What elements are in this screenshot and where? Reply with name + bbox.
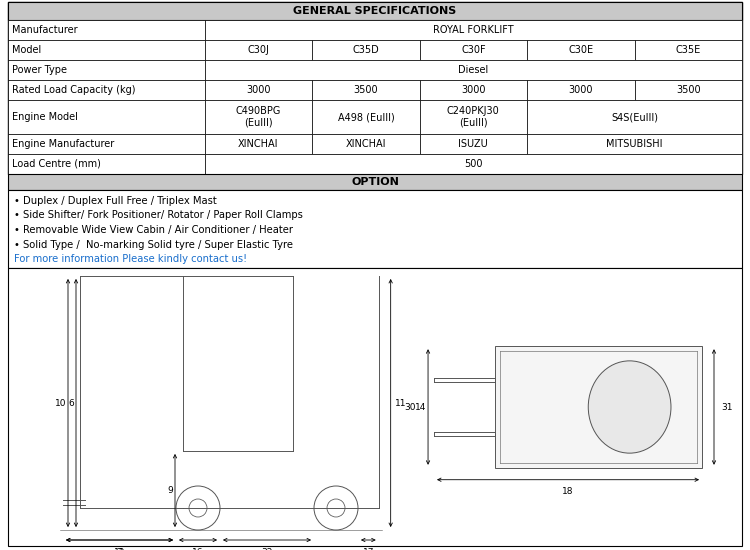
Bar (205, 40, 312, 60)
Text: Power Type: Power Type (12, 65, 67, 75)
Text: XINCHAI: XINCHAI (238, 139, 279, 149)
Bar (205, 134, 312, 154)
Text: 18: 18 (562, 487, 574, 496)
Bar (527, 100, 742, 134)
Text: For more information Please kindly contact us!: For more information Please kindly conta… (14, 254, 248, 264)
Text: A498 (EuIII): A498 (EuIII) (338, 112, 394, 122)
Text: 17: 17 (362, 548, 374, 550)
Bar (527, 134, 742, 154)
Bar (527, 80, 634, 100)
Text: 3500: 3500 (676, 85, 700, 95)
Bar (312, 80, 420, 100)
Text: 7: 7 (117, 548, 122, 550)
Text: • Side Shifter/ Fork Positioner/ Rotator / Paper Roll Clamps: • Side Shifter/ Fork Positioner/ Rotator… (14, 211, 303, 221)
Text: C30J: C30J (248, 45, 269, 55)
Text: 3000: 3000 (246, 85, 271, 95)
Bar (495, 346, 702, 468)
Text: S4S(EuIII): S4S(EuIII) (611, 112, 658, 122)
Text: Load Centre (mm): Load Centre (mm) (12, 159, 100, 169)
Text: Rated Load Capacity (kg): Rated Load Capacity (kg) (12, 85, 136, 95)
Text: 10: 10 (55, 399, 66, 408)
Text: 9: 9 (167, 486, 173, 495)
Bar (205, 80, 312, 100)
Text: Engine Model: Engine Model (12, 112, 78, 122)
Text: Manufacturer: Manufacturer (12, 25, 78, 35)
Bar (634, 40, 742, 60)
Bar (8, 20, 205, 40)
Bar (527, 40, 634, 60)
Text: ROYAL FORKLIFT: ROYAL FORKLIFT (433, 25, 514, 35)
Text: 6: 6 (68, 399, 74, 408)
Text: Diesel: Diesel (458, 65, 488, 75)
Bar (8, 174, 742, 190)
Bar (205, 100, 312, 134)
Text: • Duplex / Duplex Full Free / Triplex Mast: • Duplex / Duplex Full Free / Triplex Ma… (14, 196, 217, 206)
Bar (312, 40, 420, 60)
Text: C490BPG
(EuIII): C490BPG (EuIII) (236, 106, 281, 128)
Bar (8, 154, 205, 174)
Text: 3000: 3000 (568, 85, 593, 95)
Bar (8, 268, 742, 546)
Bar (312, 134, 420, 154)
Text: 30: 30 (404, 403, 416, 411)
Text: Model: Model (12, 45, 41, 55)
Text: 3500: 3500 (353, 85, 378, 95)
Bar (205, 60, 742, 80)
Text: ISUZU: ISUZU (458, 139, 488, 149)
Text: Engine Manufacturer: Engine Manufacturer (12, 139, 114, 149)
Text: C35E: C35E (676, 45, 701, 55)
Bar (8, 40, 205, 60)
Text: 14: 14 (415, 403, 426, 411)
Text: 3000: 3000 (461, 85, 485, 95)
Bar (8, 134, 205, 154)
Text: 32: 32 (261, 548, 273, 550)
Text: C35D: C35D (352, 45, 380, 55)
Text: GENERAL SPECIFICATIONS: GENERAL SPECIFICATIONS (293, 6, 457, 16)
Text: 31: 31 (721, 403, 733, 411)
Text: • Removable Wide View Cabin / Air Conditioner / Heater: • Removable Wide View Cabin / Air Condit… (14, 225, 293, 235)
Bar (205, 154, 742, 174)
Text: 11: 11 (395, 399, 406, 408)
Bar (8, 190, 742, 268)
Bar (205, 20, 742, 40)
Bar (420, 100, 527, 134)
Bar (8, 2, 742, 174)
Bar (8, 60, 205, 80)
Bar (8, 80, 205, 100)
Bar (312, 100, 420, 134)
Text: 500: 500 (464, 159, 482, 169)
Text: 12: 12 (114, 548, 125, 550)
Ellipse shape (588, 361, 671, 453)
Text: C30F: C30F (461, 45, 486, 55)
Bar (420, 80, 527, 100)
Bar (634, 80, 742, 100)
Text: 16: 16 (192, 548, 204, 550)
Text: • Solid Type /  No-marking Solid tyre / Super Elastic Tyre: • Solid Type / No-marking Solid tyre / S… (14, 239, 293, 250)
Bar (420, 40, 527, 60)
Text: C240PKJ30
(EuIII): C240PKJ30 (EuIII) (447, 106, 500, 128)
Bar (8, 100, 205, 134)
Bar (8, 2, 742, 20)
Text: OPTION: OPTION (351, 177, 399, 187)
Bar (420, 134, 527, 154)
Text: MITSUBISHI: MITSUBISHI (606, 139, 663, 149)
Text: C30E: C30E (568, 45, 593, 55)
Text: XINCHAI: XINCHAI (346, 139, 386, 149)
